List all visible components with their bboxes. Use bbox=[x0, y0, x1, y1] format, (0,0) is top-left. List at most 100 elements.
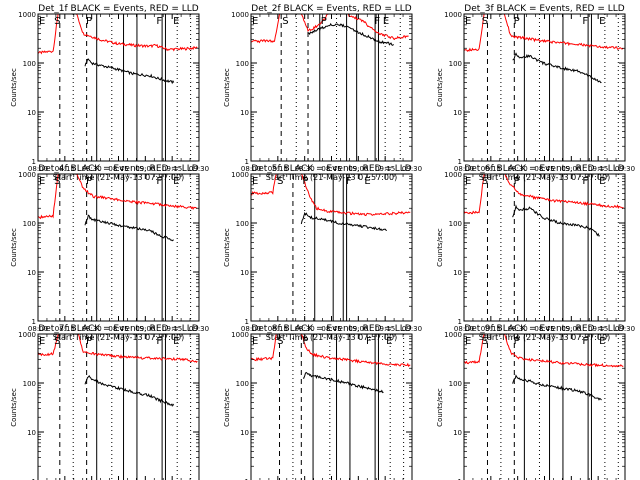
flag-label: E bbox=[364, 176, 370, 187]
y-tick-label: 1000 bbox=[18, 11, 36, 19]
x-tick-label: 08:30 bbox=[82, 325, 102, 333]
panel-title: Det_8f BLACK = Events, RED = LLD bbox=[251, 324, 411, 334]
lld-series-line bbox=[251, 174, 411, 217]
flag-label: S bbox=[277, 336, 283, 347]
y-axis-label: Counts/sec bbox=[10, 388, 18, 427]
y-tick-label: 1 bbox=[32, 318, 36, 326]
y-tick-label: 1 bbox=[245, 318, 249, 326]
x-tick-label: 08:15 bbox=[55, 325, 75, 333]
x-tick-label: 08:00 bbox=[28, 165, 48, 173]
y-tick-label: 1 bbox=[32, 158, 36, 166]
x-tick-label: 08:00 bbox=[454, 325, 474, 333]
y-axis-label: Counts/sec bbox=[223, 388, 231, 427]
flag-label: E bbox=[465, 16, 471, 27]
x-tick-label: 08:30 bbox=[295, 325, 315, 333]
flag-label: E bbox=[173, 176, 179, 187]
flag-label: E bbox=[39, 176, 45, 187]
flag-label: F bbox=[156, 16, 162, 27]
x-tick-label: 08:45 bbox=[321, 325, 341, 333]
x-tick-label: 08:45 bbox=[108, 165, 128, 173]
y-tick-label: 10 bbox=[453, 269, 462, 277]
x-tick-label: 09:30 bbox=[189, 325, 209, 333]
lld-series-line bbox=[38, 174, 198, 220]
lld-series-line bbox=[464, 14, 624, 53]
x-tick-label: 08:15 bbox=[268, 165, 288, 173]
flag-label: E bbox=[252, 176, 258, 187]
x-tick-label: 08:00 bbox=[454, 165, 474, 173]
flag-label: S bbox=[54, 16, 60, 27]
plot-frame bbox=[250, 333, 413, 480]
lld-series-line bbox=[464, 174, 624, 215]
flag-label: E bbox=[39, 336, 45, 347]
y-tick-label: 100 bbox=[236, 60, 249, 68]
flag-label: S bbox=[482, 16, 488, 27]
flag-label: F bbox=[582, 336, 588, 347]
panel-det-7: Det_7f BLACK = Events, RED = LLDESPFE110… bbox=[10, 324, 200, 480]
x-tick-label: 09:30 bbox=[615, 165, 635, 173]
flag-label: P bbox=[86, 336, 92, 347]
flag-label: F bbox=[346, 176, 352, 187]
x-tick-label: 09:00 bbox=[561, 165, 581, 173]
panel-title: Det_4f BLACK = Events, RED = LLD bbox=[38, 164, 198, 174]
x-tick-label: 08:30 bbox=[295, 165, 315, 173]
flag-label: E bbox=[383, 16, 389, 27]
flag-label: S bbox=[482, 176, 488, 187]
y-tick-label: 10 bbox=[240, 109, 249, 117]
flag-label: E bbox=[599, 336, 605, 347]
flag-label: F bbox=[156, 336, 162, 347]
flag-label: P bbox=[514, 176, 520, 187]
y-tick-label: 1000 bbox=[18, 171, 36, 179]
flag-label: E bbox=[465, 336, 471, 347]
y-tick-label: 1000 bbox=[444, 331, 462, 339]
y-axis-label: Counts/sec bbox=[436, 388, 444, 427]
flag-label: P bbox=[302, 336, 308, 347]
y-tick-label: 100 bbox=[449, 220, 462, 228]
y-tick-label: 1 bbox=[245, 478, 249, 480]
y-axis-label: Counts/sec bbox=[436, 68, 444, 107]
y-tick-label: 1 bbox=[458, 158, 462, 166]
flag-label: E bbox=[173, 336, 179, 347]
plot-frame bbox=[250, 173, 413, 322]
events-series-line bbox=[300, 211, 388, 232]
lld-series-line bbox=[464, 334, 624, 368]
y-tick-label: 1 bbox=[458, 478, 462, 480]
flag-label: E bbox=[173, 16, 179, 27]
plot-frame bbox=[37, 13, 200, 162]
flag-label: P bbox=[86, 16, 92, 27]
x-tick-label: 09:30 bbox=[615, 325, 635, 333]
flag-label: E bbox=[465, 176, 471, 187]
y-tick-label: 1000 bbox=[18, 331, 36, 339]
plot-frame bbox=[463, 13, 626, 162]
x-tick-label: 08:30 bbox=[508, 165, 528, 173]
flag-label: F bbox=[366, 336, 372, 347]
flag-label: S bbox=[482, 336, 488, 347]
panel-title: Det_9f BLACK = Events, RED = LLD bbox=[464, 324, 624, 334]
y-tick-label: 1 bbox=[458, 318, 462, 326]
y-tick-label: 1 bbox=[32, 478, 36, 480]
x-tick-label: 08:15 bbox=[268, 325, 288, 333]
x-tick-label: 09:15 bbox=[162, 325, 182, 333]
x-tick-label: 09:00 bbox=[348, 325, 368, 333]
x-tick-label: 09:30 bbox=[402, 165, 422, 173]
x-tick-label: 08:00 bbox=[241, 165, 261, 173]
y-tick-label: 10 bbox=[240, 269, 249, 277]
plot-frame bbox=[463, 333, 626, 480]
y-tick-label: 1000 bbox=[231, 171, 249, 179]
flag-label: E bbox=[599, 176, 605, 187]
y-tick-label: 100 bbox=[449, 60, 462, 68]
flag-label: P bbox=[514, 336, 520, 347]
x-tick-label: 08:30 bbox=[508, 325, 528, 333]
lld-series-line bbox=[38, 334, 198, 363]
y-axis-label: Counts/sec bbox=[436, 228, 444, 267]
y-tick-label: 1000 bbox=[444, 11, 462, 19]
y-axis-label: Counts/sec bbox=[223, 68, 231, 107]
y-tick-label: 1000 bbox=[231, 11, 249, 19]
x-tick-label: 09:30 bbox=[189, 165, 209, 173]
y-tick-label: 10 bbox=[27, 429, 36, 437]
flag-label: S bbox=[282, 16, 288, 27]
y-tick-label: 10 bbox=[240, 429, 249, 437]
flag-label: E bbox=[39, 16, 45, 27]
